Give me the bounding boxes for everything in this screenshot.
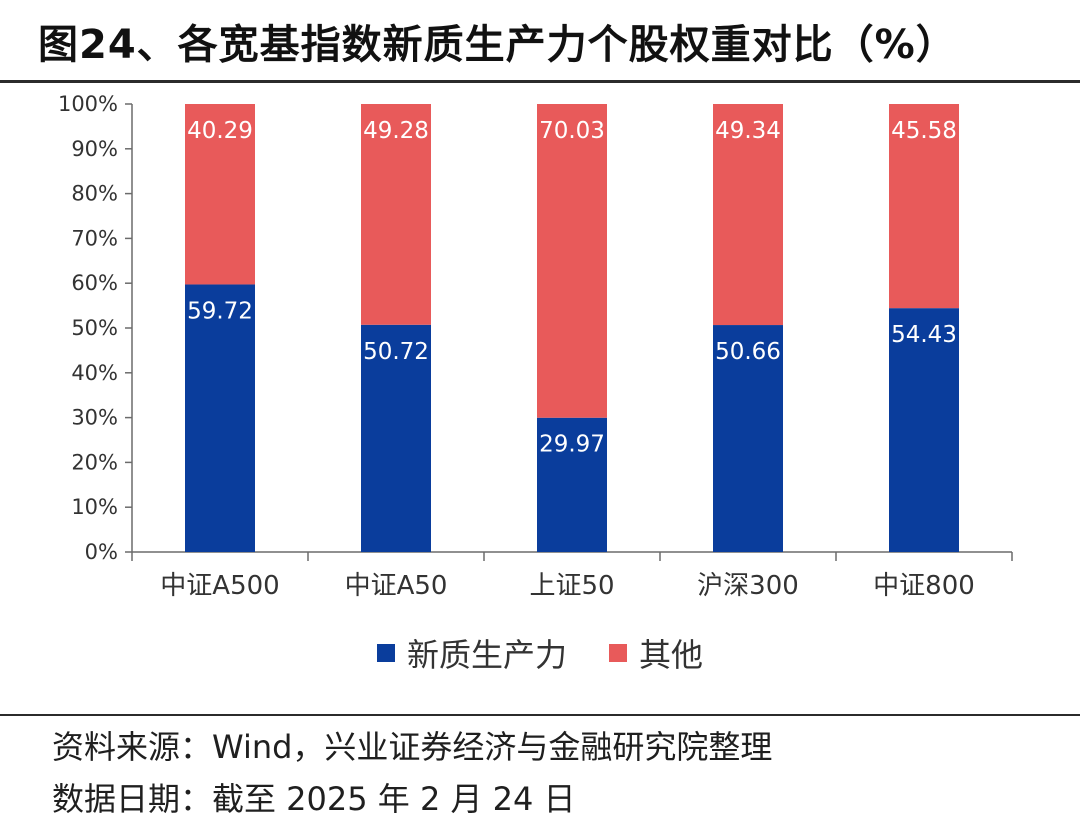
y-tick-label: 0%	[85, 540, 118, 564]
y-tick-label: 90%	[71, 137, 118, 161]
data-label: 40.29	[187, 118, 253, 144]
date-note: 数据日期：截至 2025 年 2 月 24 日	[52, 780, 576, 818]
bar-segment-new-productivity	[889, 308, 959, 552]
data-label: 54.43	[891, 322, 957, 348]
bar-segment-new-productivity	[361, 324, 431, 552]
y-tick-label: 10%	[71, 495, 118, 519]
y-tick-label: 100%	[58, 92, 118, 116]
bar-segment-other	[537, 104, 607, 418]
bar-segment-other	[361, 104, 431, 325]
y-tick-label: 30%	[71, 406, 118, 430]
x-tick-label: 中证800	[873, 571, 975, 601]
legend-swatch	[609, 644, 627, 662]
y-tick-label: 50%	[71, 316, 118, 340]
legend-label: 新质生产力	[406, 636, 567, 674]
data-label: 49.28	[363, 118, 429, 144]
title-bar: 图24、各宽基指数新质生产力个股权重对比（%）	[0, 0, 1080, 83]
legend-item: 其他	[609, 630, 703, 676]
bar-segment-other	[185, 104, 255, 285]
bar-segment-other	[889, 104, 959, 309]
data-label: 45.58	[891, 118, 957, 144]
bar-segment-new-productivity	[537, 417, 607, 552]
x-tick-label: 中证A500	[160, 571, 279, 601]
footer-divider	[0, 714, 1080, 716]
y-tick-label: 70%	[71, 226, 118, 250]
legend-swatch	[376, 644, 395, 662]
data-label: 49.34	[715, 118, 781, 144]
bar-segment-other	[713, 104, 783, 326]
stacked-bar-chart: 0% 10% 20% 30% 40% 50% 60% 70% 80% 90% 100% 59.72 40…	[58, 92, 1013, 601]
page-title: 图24、各宽基指数新质生产力个股权重对比（%）	[38, 22, 957, 68]
x-tick-label: 沪深300	[697, 571, 799, 601]
x-tick-label: 中证A50	[345, 571, 448, 601]
y-tick-label: 80%	[71, 182, 118, 206]
x-tick-label: 上证50	[529, 571, 614, 601]
data-label: 50.66	[715, 339, 781, 365]
y-tick-label: 20%	[71, 450, 118, 474]
bar-segment-new-productivity	[185, 284, 255, 552]
data-label: 50.72	[363, 339, 429, 365]
chart-legend: 新质生产力 其他	[0, 628, 1080, 678]
bar-segment-new-productivity	[713, 325, 783, 552]
legend-item: 新质生产力	[376, 630, 567, 676]
legend-label: 其他	[639, 636, 704, 674]
source-note: 资料来源：Wind，兴业证券经济与金融研究院整理	[52, 728, 773, 766]
data-label: 29.97	[539, 432, 605, 458]
y-tick-label: 60%	[71, 271, 118, 295]
y-tick-label: 40%	[71, 361, 118, 385]
title-divider	[0, 80, 1080, 83]
data-label: 70.03	[539, 118, 605, 144]
data-label: 59.72	[187, 298, 253, 324]
